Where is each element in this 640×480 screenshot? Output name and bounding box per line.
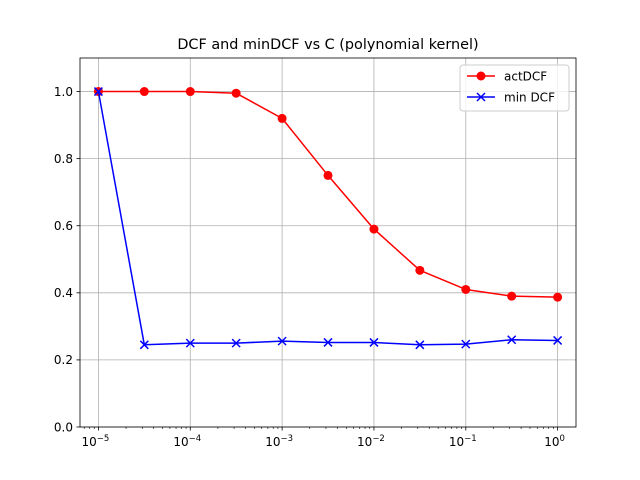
data-point-circle [461, 284, 471, 294]
legend: actDCF min DCF [459, 64, 570, 112]
x-tick-label: 10−3 [265, 434, 293, 449]
x-tick-label-base: 10 [357, 435, 372, 449]
x-tick-label: 10−1 [449, 434, 477, 449]
y-tick-label: 0.6 [54, 219, 73, 233]
y-tick-label: 0.8 [54, 152, 73, 166]
data-point-circle [553, 292, 563, 302]
y-tick-label: 0.4 [54, 286, 73, 300]
x-tick-label: 10−5 [82, 434, 110, 449]
plot-frame [79, 57, 577, 428]
data-point-x-stroke [231, 338, 241, 348]
data-point-x [93, 87, 103, 97]
data-point-x [507, 335, 517, 345]
data-point-x [461, 339, 471, 349]
x-tick-label-exponent: −2 [372, 434, 385, 444]
x-tick-label-base: 10 [82, 435, 97, 449]
x-tick-label-exponent: −4 [189, 434, 202, 444]
data-point-circle [323, 170, 333, 180]
data-point-x [369, 337, 379, 347]
data-point-x-stroke [93, 87, 103, 97]
x-tick-label-base: 10 [173, 435, 188, 449]
x-tick-label-exponent: 0 [560, 434, 565, 444]
data-point-circle [507, 291, 517, 301]
data-point-x [323, 337, 333, 347]
data-point-x-stroke [553, 335, 563, 345]
x-tick-label: 10−2 [357, 434, 385, 449]
data-point-x [139, 340, 149, 350]
data-point-x [231, 338, 241, 348]
legend-label: min DCF [504, 90, 555, 104]
x-tick-label-base: 10 [449, 435, 464, 449]
data-point-circle [185, 87, 195, 97]
x-tick-label-exponent: −1 [464, 434, 477, 444]
data-point-x [185, 338, 195, 348]
chart-title: DCF and minDCF vs C (polynomial kernel) [177, 37, 478, 53]
series-layer [93, 87, 563, 350]
data-point-circle [231, 88, 241, 98]
data-point-x-stroke [415, 340, 425, 350]
data-point-x-stroke [139, 340, 149, 350]
legend-marker-circle [476, 71, 486, 81]
data-point-circle [415, 265, 425, 275]
data-point-x [277, 336, 287, 346]
data-point-x-stroke [369, 337, 379, 347]
axis-layer: 10−5 10−4 10−3 10−2 10−1 1000.00.20.40.60.81.… [54, 85, 565, 449]
data-point-x-stroke [185, 338, 195, 348]
legend-label: actDCF [504, 69, 547, 83]
x-tick-label-exponent: −3 [280, 434, 293, 444]
legend-marker-x [476, 92, 486, 102]
y-tick-label: 1.0 [54, 85, 73, 99]
x-tick-label-base: 10 [544, 435, 559, 449]
data-point-x [415, 340, 425, 350]
data-point-circle [277, 113, 287, 123]
x-tick-label-exponent: −5 [97, 434, 110, 444]
data-point-x-stroke [277, 336, 287, 346]
y-tick-label: 0.0 [54, 420, 73, 434]
data-point-x-stroke [323, 337, 333, 347]
y-tick-label: 0.2 [54, 353, 73, 367]
data-point-x [553, 335, 563, 345]
data-point-circle [139, 87, 149, 97]
x-tick-label: 10−4 [173, 434, 201, 449]
data-point-x-stroke [507, 335, 517, 345]
data-point-circle [369, 224, 379, 234]
data-point-x-stroke [461, 339, 471, 349]
x-tick-label-base: 10 [265, 435, 280, 449]
x-tick-label: 100 [544, 434, 565, 449]
